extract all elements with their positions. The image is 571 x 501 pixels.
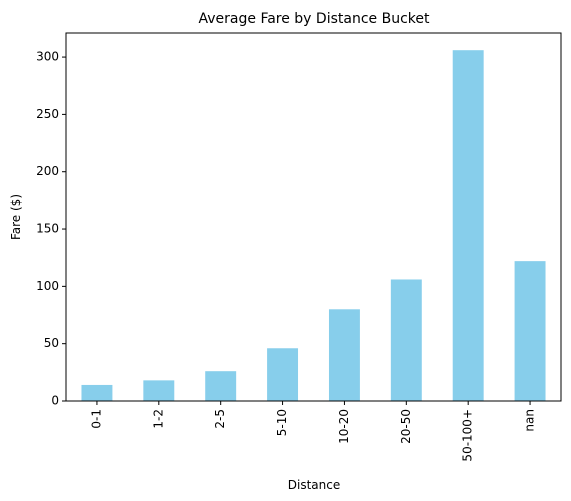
bar-nan xyxy=(514,261,546,401)
bar-50-100+ xyxy=(452,50,484,401)
chart-title: Average Fare by Distance Bucket xyxy=(199,11,430,27)
x-tick-label: 0-1 xyxy=(89,409,103,429)
bar-5-10 xyxy=(267,348,299,401)
bar-2-5 xyxy=(205,371,237,401)
x-tick-label: 10-20 xyxy=(337,409,351,444)
y-axis-ticks: 0 50 100 150 200 250 300 xyxy=(36,50,66,408)
y-tick-label: 150 xyxy=(36,222,59,236)
y-tick-label: 50 xyxy=(44,336,59,350)
bar-0-1 xyxy=(81,384,113,401)
x-axis-label: Distance xyxy=(288,478,340,492)
y-tick-label: 200 xyxy=(36,164,59,178)
x-tick-label: 20-50 xyxy=(399,409,413,444)
x-axis-ticks: 0-1 1-2 2-5 5-10 10-20 20-50 50-100+ nan xyxy=(89,401,537,462)
x-tick-label: 50-100+ xyxy=(461,409,475,462)
y-tick-label: 300 xyxy=(36,50,59,64)
bar-1-2 xyxy=(143,380,175,401)
bar-10-20 xyxy=(328,309,360,401)
x-tick-label: nan xyxy=(523,409,537,432)
x-tick-label: 2-5 xyxy=(213,409,227,429)
y-axis-label: Fare ($) xyxy=(9,194,23,240)
bar-20-50 xyxy=(390,279,422,401)
y-tick-label: 250 xyxy=(36,107,59,121)
y-tick-label: 100 xyxy=(36,279,59,293)
x-tick-label: 1-2 xyxy=(151,409,165,429)
bars-group xyxy=(81,50,546,401)
y-tick-label: 0 xyxy=(51,394,59,408)
plot-frame xyxy=(65,32,562,402)
x-tick-label: 5-10 xyxy=(275,409,289,436)
